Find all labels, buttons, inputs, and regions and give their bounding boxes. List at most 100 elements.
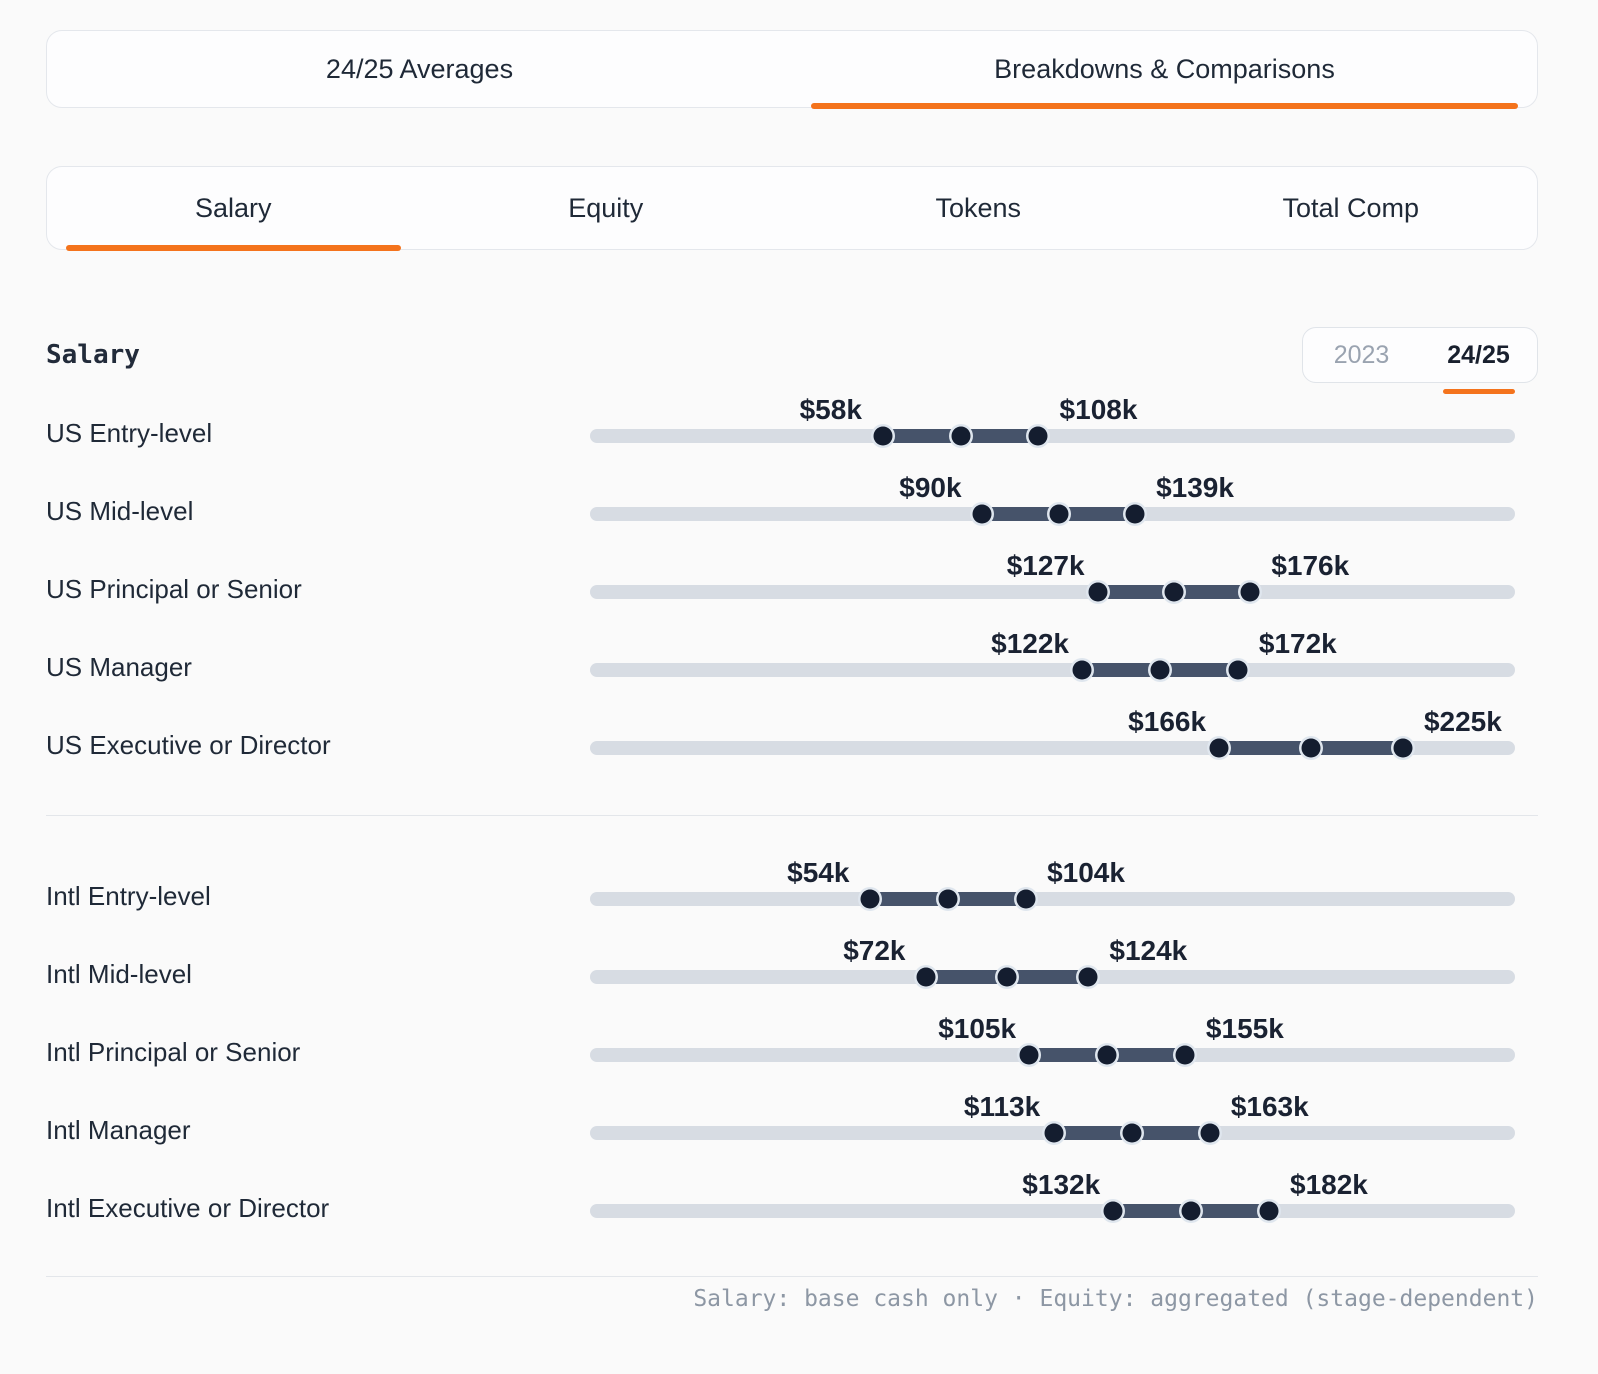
max-value-label: $104k (1047, 857, 1125, 888)
salary-row: Intl Principal or Senior $105k $155k (46, 1013, 1538, 1094)
metric-tabbar: Salary Equity Tokens Total Comp (46, 166, 1538, 251)
tab-total-comp[interactable]: Total Comp (1165, 167, 1538, 249)
salary-row: Intl Mid-level $72k $124k (46, 935, 1538, 1016)
salary-row: US Mid-level $90k $139k (46, 472, 1538, 553)
min-value-label: $105k (938, 1013, 1017, 1044)
min-value-label: $113k (963, 1091, 1041, 1122)
salary-row: Intl Entry-level $54k $104k (46, 857, 1538, 938)
min-value-label: $54k (787, 857, 850, 888)
range-dot-mid (997, 967, 1017, 987)
salary-range-chart: US Entry-level $58k $108k US Mid-level $… (46, 394, 1538, 1250)
section-title: Salary (46, 340, 140, 370)
range-track (590, 970, 1515, 984)
min-value-label: $132k (1022, 1169, 1101, 1200)
max-value-label: $225k (1423, 706, 1502, 737)
range-dot-mid (1181, 1201, 1201, 1221)
group-divider (46, 815, 1538, 816)
range-dot-max (1259, 1201, 1279, 1221)
tab-salary[interactable]: Salary (47, 167, 420, 251)
max-value-label: $108k (1059, 394, 1138, 425)
max-value-label: $124k (1109, 935, 1188, 966)
range-dot-min (972, 504, 992, 524)
range-dot-max (1028, 426, 1048, 446)
range-track (590, 663, 1515, 677)
year-toggle: 2023 24/25 (1302, 327, 1538, 394)
min-value-label: $90k (899, 472, 962, 503)
min-value-label: $72k (843, 935, 906, 966)
range-dot-min (916, 967, 936, 987)
footer-divider (46, 1276, 1538, 1277)
salary-row: US Principal or Senior $127k $176k (46, 550, 1538, 631)
row-label: US Manager (46, 651, 192, 682)
tab-salary-label: Salary (194, 192, 272, 223)
min-value-label: $166k (1128, 706, 1207, 737)
max-value-label: $182k (1290, 1169, 1368, 1200)
row-range: $105k $155k (590, 1013, 1515, 1094)
min-value-label: $58k (799, 394, 862, 425)
range-dot-mid (1301, 738, 1321, 758)
range-track (590, 585, 1515, 599)
range-track (590, 1048, 1515, 1062)
range-track (590, 429, 1515, 443)
year-option-2425[interactable]: 24/25 (1420, 328, 1537, 394)
row-label: Intl Principal or Senior (46, 1036, 301, 1067)
range-dot-max (1240, 582, 1260, 602)
row-range: $127k $176k (590, 550, 1515, 631)
range-dot-min (1103, 1201, 1123, 1221)
active-tab-underline (811, 103, 1518, 109)
range-track (590, 892, 1515, 906)
tab-equity-label: Equity (568, 192, 644, 223)
salary-dashboard: 24/25 Averages Breakdowns & Comparisons … (46, 30, 1538, 1312)
tab-equity[interactable]: Equity (420, 167, 793, 249)
salary-row: US Executive or Director $166k $225k (46, 706, 1538, 787)
range-dot-mid (951, 426, 971, 446)
range-dot-min (873, 426, 893, 446)
main-tabbar: 24/25 Averages Breakdowns & Comparisons (46, 30, 1538, 109)
range-dot-min (1044, 1123, 1064, 1143)
tab-averages-label: 24/25 Averages (325, 53, 514, 84)
min-value-label: $122k (991, 628, 1070, 659)
range-track (590, 741, 1515, 755)
range-dot-mid (938, 889, 958, 909)
row-range: $113k $163k (590, 1091, 1515, 1172)
row-label: US Executive or Director (46, 729, 331, 760)
max-value-label: $155k (1205, 1013, 1284, 1044)
range-dot-mid (1150, 660, 1170, 680)
row-label: Intl Executive or Director (46, 1192, 330, 1223)
max-value-label: $172k (1258, 628, 1337, 659)
footer-note: Salary: base cash only · Equity: aggrega… (693, 1286, 1538, 1312)
tab-tokens[interactable]: Tokens (792, 167, 1165, 249)
range-dot-mid (1049, 504, 1069, 524)
row-range: $122k $172k (590, 628, 1515, 709)
row-range: $54k $104k (590, 857, 1515, 938)
salary-row: Intl Manager $113k $163k (46, 1091, 1538, 1172)
row-label: US Principal or Senior (46, 573, 302, 604)
tab-averages[interactable]: 24/25 Averages (47, 31, 792, 107)
tab-tokens-label: Tokens (935, 192, 1022, 223)
row-range: $58k $108k (590, 394, 1515, 475)
range-dot-max (1078, 967, 1098, 987)
salary-row: Intl Executive or Director $132k $182k (46, 1169, 1538, 1250)
max-value-label: $176k (1271, 550, 1350, 581)
max-value-label: $163k (1230, 1091, 1309, 1122)
range-dot-mid (1164, 582, 1184, 602)
range-dot-min (1072, 660, 1092, 680)
row-label: Intl Manager (46, 1114, 191, 1145)
row-range: $90k $139k (590, 472, 1515, 553)
range-dot-min (1088, 582, 1108, 602)
range-dot-max (1393, 738, 1413, 758)
min-value-label: $127k (1006, 550, 1085, 581)
row-label: US Mid-level (46, 495, 194, 526)
tab-total-comp-label: Total Comp (1282, 192, 1420, 223)
range-dot-max (1175, 1045, 1195, 1065)
range-dot-min (1019, 1045, 1039, 1065)
year-option-2023[interactable]: 2023 (1303, 328, 1420, 382)
active-year-underline (1442, 389, 1515, 394)
range-dot-mid (1097, 1045, 1117, 1065)
range-dot-min (860, 889, 880, 909)
tab-breakdowns[interactable]: Breakdowns & Comparisons (792, 31, 1537, 109)
max-value-label: $139k (1156, 472, 1234, 503)
range-dot-mid (1122, 1123, 1142, 1143)
section-head: Salary 2023 24/25 (46, 326, 1538, 394)
range-track (590, 1204, 1515, 1218)
